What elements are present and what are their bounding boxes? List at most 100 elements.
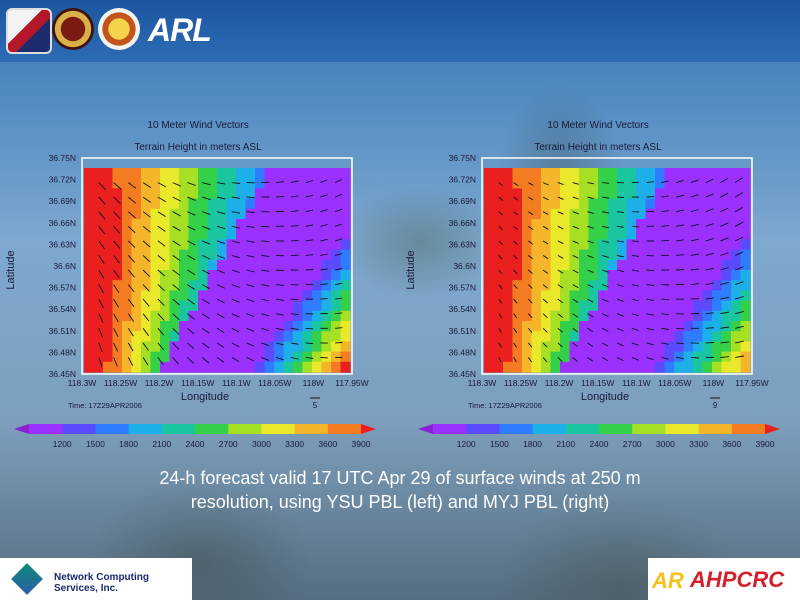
wind-vector [320, 356, 328, 359]
terrain-cell [664, 239, 675, 251]
terrain-cell [340, 198, 351, 210]
terrain-cell [522, 310, 533, 322]
terrain-cell [484, 270, 495, 281]
wind-vector [587, 211, 594, 214]
terrain-cell [217, 341, 228, 353]
terrain-cell [302, 331, 313, 342]
terrain-cell [560, 361, 571, 373]
wind-vector [720, 326, 729, 329]
terrain-cell [541, 290, 552, 302]
terrain-cell [302, 280, 313, 291]
terrain-cell [655, 239, 666, 251]
colorbar-segment [731, 424, 766, 434]
wind-vector [513, 196, 519, 201]
terrain-cell [655, 321, 666, 332]
terrain-cell [731, 178, 742, 189]
terrain-cell [198, 229, 209, 240]
terrain-cell [160, 249, 171, 261]
wind-vector [528, 225, 534, 230]
terrain-cell [255, 168, 266, 179]
terrain-cell [607, 208, 618, 220]
terrain-cell [93, 249, 104, 261]
terrain-cell [179, 188, 190, 200]
terrain-cell [712, 270, 723, 281]
terrain-cell [493, 168, 504, 179]
wind-vector [335, 267, 343, 271]
wind-vector [661, 298, 670, 301]
terrain-cell [598, 178, 609, 189]
terrain-cell [131, 168, 142, 179]
terrain-cell [588, 219, 599, 230]
terrain-cell [312, 331, 323, 342]
terrain-cell [598, 188, 609, 200]
wind-vector [572, 342, 578, 348]
terrain-cell [598, 300, 609, 312]
terrain-cell [236, 219, 247, 230]
terrain-cell [245, 249, 256, 261]
terrain-cell [283, 331, 294, 342]
terrain-cell [169, 229, 180, 240]
wind-vector [201, 357, 210, 364]
terrain-cell [112, 219, 123, 230]
terrain-cell [160, 280, 171, 291]
terrain-cell [188, 259, 199, 271]
wind-vector [201, 298, 210, 305]
terrain-cell [198, 310, 209, 322]
terrain-cell [274, 239, 285, 251]
wind-vector [157, 240, 166, 247]
terrain-cell [293, 239, 304, 251]
wind-vector [231, 182, 241, 184]
wind-vector [705, 223, 714, 227]
wind-vector [690, 194, 699, 198]
terrain-cell [560, 321, 571, 332]
terrain-cell [664, 331, 675, 342]
terrain-cell [531, 310, 542, 322]
terrain-cell [712, 321, 723, 332]
wind-vector [572, 225, 579, 230]
y-axis-label: Latitude [405, 250, 417, 289]
wind-vector [216, 269, 225, 274]
wind-vector [676, 224, 684, 227]
wind-vector [113, 357, 118, 367]
terrain-cell [674, 270, 685, 281]
y-tick-label: 36.54N [49, 304, 76, 314]
terrain-cell [340, 219, 351, 230]
wind-vector [631, 254, 639, 257]
terrain-cell [645, 361, 656, 373]
wind-vector [602, 211, 609, 214]
terrain-cell [150, 290, 161, 302]
terrain-cell [674, 331, 685, 342]
terrain-cell [312, 321, 323, 332]
terrain-cell [160, 341, 171, 353]
wind-vector [172, 211, 181, 217]
terrain-cell [645, 249, 656, 261]
terrain-cell [283, 321, 294, 332]
terrain-cell [702, 290, 713, 302]
terrain-cell [721, 198, 732, 210]
terrain-cell [683, 198, 694, 210]
wind-vector [587, 313, 594, 318]
terrain-cell [531, 239, 542, 251]
terrain-cell [550, 259, 561, 271]
terrain-cell [93, 178, 104, 189]
terrain-cell [693, 188, 704, 200]
wind-vector [631, 298, 639, 302]
terrain-cell [217, 331, 228, 342]
terrain-cell [226, 219, 237, 230]
x-tick-label: 118.3W [68, 378, 97, 388]
terrain-cell [217, 208, 228, 220]
colorbar-segment [161, 424, 196, 434]
y-tick-label: 36.66N [449, 218, 476, 228]
wind-vector [290, 342, 299, 345]
terrain-cell [312, 290, 323, 302]
terrain-cell [645, 270, 656, 281]
terrain-cell [674, 341, 685, 353]
terrain-cell [217, 168, 228, 179]
terrain-cell [188, 310, 199, 322]
terrain-cell [626, 310, 637, 322]
terrain-cell [169, 300, 180, 312]
terrain-cell [674, 178, 685, 189]
wind-vector [542, 327, 548, 333]
terrain-cell [217, 321, 228, 332]
terrain-cell [245, 259, 256, 271]
